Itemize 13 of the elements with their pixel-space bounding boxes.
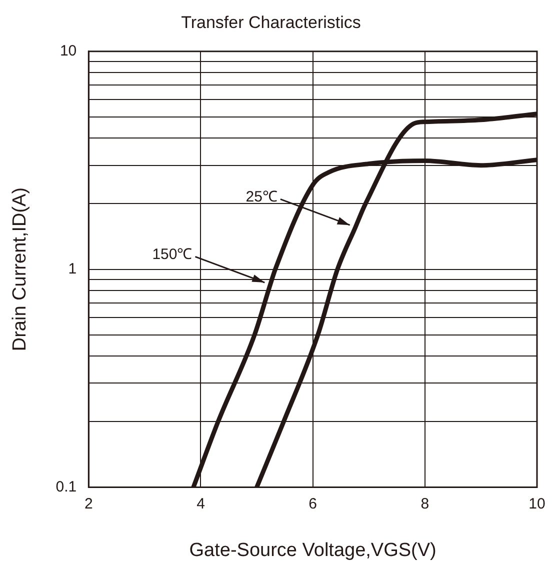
- x-tick-label: 2: [84, 495, 93, 512]
- annotation: 150℃: [152, 246, 192, 263]
- x-tick-label: 6: [308, 495, 317, 512]
- chart-title: Transfer Characteristics: [181, 12, 361, 32]
- y-tick-label: 10: [60, 42, 77, 60]
- y-tick-label: 1: [68, 260, 77, 278]
- x-axis-title: Gate-Source Voltage,VGS(V): [189, 540, 436, 561]
- x-tick-label: 4: [196, 495, 205, 512]
- y-tick-label: 0.1: [56, 478, 77, 496]
- y-axis-title: Drain Current,ID(A): [10, 187, 31, 352]
- annotation: 25℃: [246, 188, 278, 206]
- x-tick-label: 10: [528, 495, 546, 512]
- x-tick-label: 8: [420, 495, 430, 512]
